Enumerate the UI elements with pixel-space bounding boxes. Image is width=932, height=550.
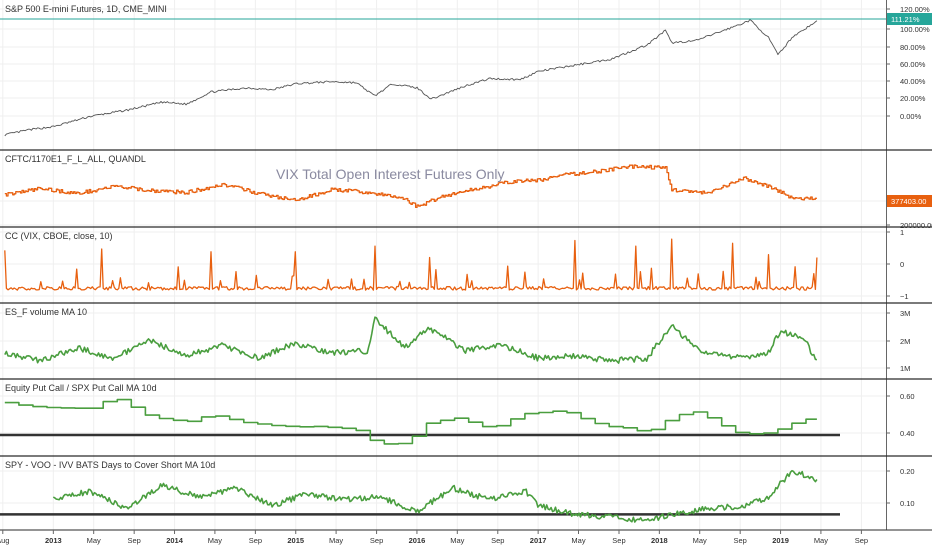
pane-1: 120.00% 100.00% 80.00% 60.00% 40.00% 20.00% 0.… — [0, 4, 932, 137]
series-line — [4, 19, 818, 137]
x-tick-label: Sep — [370, 536, 383, 545]
pane-4: 3M 2M 1M ES_F volume MA 10 — [0, 307, 910, 373]
y-tick-label: 3M — [900, 309, 910, 318]
y-tick-label: 1 — [900, 228, 904, 237]
y-tick-label: 0.40 — [900, 429, 915, 438]
x-tick-label: May — [87, 536, 101, 545]
x-tick-label: 2017 — [530, 536, 547, 545]
x-tick-label: Sep — [491, 536, 504, 545]
x-tick-label: May — [329, 536, 343, 545]
y-tick-label: 0.00% — [900, 112, 922, 121]
y-tick-label: 200000.00 — [900, 221, 932, 230]
x-tick-label: Sep — [734, 536, 747, 545]
pane-title: CC (VIX, CBOE, close, 10) — [5, 231, 113, 241]
chart-annotation: VIX Total Open Interest Futures Only — [276, 166, 505, 182]
x-tick-label: 2019 — [772, 536, 789, 545]
x-tick-label: May — [693, 536, 707, 545]
pane-title: ES_F volume MA 10 — [5, 307, 87, 317]
y-tick-label: 20.00% — [900, 94, 926, 103]
series-line — [4, 316, 818, 364]
x-tick-label: 2013 — [45, 536, 62, 545]
y-tick-label: 100.00% — [900, 25, 930, 34]
pane-5: 0.60 0.40 Equity Put Call / SPX Put Call M… — [0, 383, 915, 445]
y-tick-label: 80.00% — [900, 43, 926, 52]
series-line — [52, 469, 818, 523]
pane-title: SPY - VOO - IVV BATS Days to Cover Short… — [5, 460, 215, 470]
x-tick-label: May — [814, 536, 828, 545]
x-tick-label: Aug — [0, 536, 9, 545]
pane-title: S&P 500 E-mini Futures, 1D, CME_MINI — [5, 4, 167, 14]
last-value-label: 377403.00 — [891, 197, 926, 206]
last-value-badge — [887, 13, 932, 25]
x-tick-label: 2018 — [651, 536, 668, 545]
x-tick-label: Sep — [127, 536, 140, 545]
y-tick-label: 0.10 — [900, 499, 915, 508]
y-tick-label: 60.00% — [900, 60, 926, 69]
x-tick-label: May — [450, 536, 464, 545]
y-tick-label: −1 — [900, 292, 909, 301]
pane-3: 1 0 −1 CC (VIX, CBOE, close, 10) — [0, 228, 909, 301]
y-tick-label: 0.20 — [900, 467, 915, 476]
x-tick-label: Sep — [855, 536, 868, 545]
x-tick-label: 2014 — [166, 536, 184, 545]
x-tick-label: 2016 — [409, 536, 426, 545]
series-line — [4, 238, 818, 291]
x-tick-label: Sep — [249, 536, 262, 545]
series-line — [4, 164, 817, 209]
y-tick-label: 0.60 — [900, 392, 915, 401]
x-tick-label: May — [208, 536, 222, 545]
pane-title: CFTC/1170E1_F_L_ALL, QUANDL — [5, 154, 146, 164]
y-tick-label: 1M — [900, 364, 910, 373]
last-value-badge — [887, 195, 932, 207]
last-value-label: 111.21% — [891, 15, 920, 24]
series-line — [4, 398, 817, 445]
y-tick-label: 2M — [900, 337, 910, 346]
y-tick-label: 120.00% — [900, 5, 930, 14]
y-tick-label: 40.00% — [900, 77, 926, 86]
y-tick-label: 0 — [900, 260, 904, 269]
x-tick-label: May — [571, 536, 585, 545]
pane-title: Equity Put Call / SPX Put Call MA 10d — [5, 383, 157, 393]
x-tick-label: Sep — [612, 536, 625, 545]
x-tick-label: 2015 — [287, 536, 304, 545]
pane-6: 0.20 0.10 SPY - VOO - IVV BATS Days to Cov… — [0, 460, 915, 523]
